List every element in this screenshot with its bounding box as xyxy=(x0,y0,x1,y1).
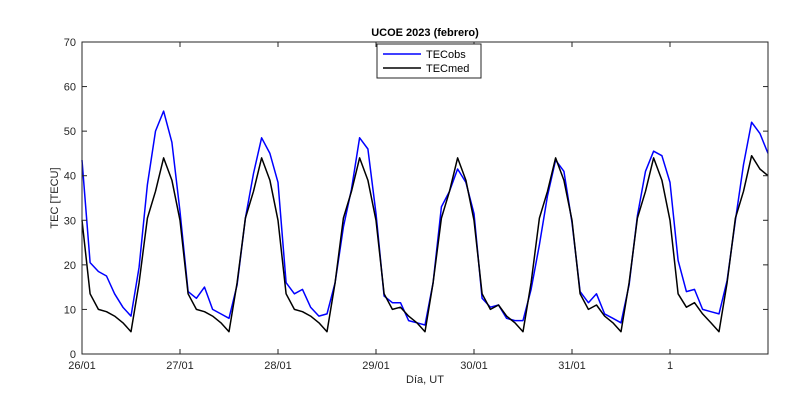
legend-box xyxy=(376,43,482,79)
y-tick-label: 20 xyxy=(64,260,76,272)
series-layer xyxy=(81,110,769,333)
ticks-layer: 0 10 20 30 40 50 60 70 26/01 27/01 28/01 29/01 30/01… xyxy=(64,37,768,372)
y-tick-label: 0 xyxy=(70,349,76,361)
x-tick-label: 29/01 xyxy=(362,360,390,372)
plot-frame xyxy=(81,41,769,355)
x-tick-label: 28/01 xyxy=(264,360,292,372)
x-axis-label: Día, UT xyxy=(406,374,444,386)
x-tick-label: 26/01 xyxy=(68,360,96,372)
series-line-tecmed xyxy=(81,154,769,333)
series-line-tecobs xyxy=(81,110,769,326)
y-tick-label: 10 xyxy=(64,304,76,316)
legend: TECobs TECmed xyxy=(376,43,482,79)
x-tick-label: 30/01 xyxy=(460,360,488,372)
chart-title: UCOE 2023 (febrero) xyxy=(371,27,479,39)
plot-area xyxy=(82,42,768,354)
y-tick-label: 70 xyxy=(64,37,76,49)
y-tick-label: 30 xyxy=(64,215,76,227)
x-tick-label: 1 xyxy=(667,360,673,372)
y-tick-label: 60 xyxy=(64,82,76,94)
legend-label-tecobs: TECobs xyxy=(426,49,466,61)
x-tick-label: 31/01 xyxy=(558,360,586,372)
legend-label-tecmed: TECmed xyxy=(426,63,469,75)
y-axis-label: TEC [TECU] xyxy=(49,167,61,228)
y-tick-label: 40 xyxy=(64,171,76,183)
y-tick-label: 50 xyxy=(64,126,76,138)
x-tick-label: 27/01 xyxy=(166,360,194,372)
